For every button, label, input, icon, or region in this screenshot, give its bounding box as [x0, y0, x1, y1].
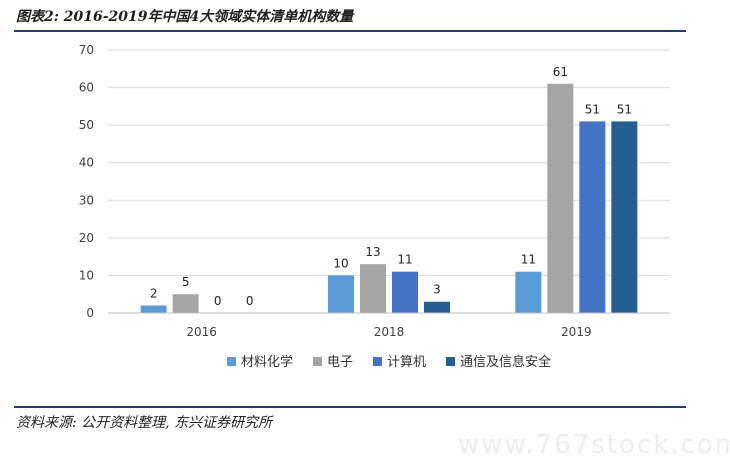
- data-label: 3: [433, 283, 441, 297]
- bottom-divider: [14, 406, 686, 408]
- legend-label: 电子: [327, 355, 353, 370]
- data-label: 11: [521, 253, 536, 267]
- y-axis: 0 10 20 30 40 50 60 70: [79, 43, 94, 320]
- data-labels: 2 5 0 0 10 13 11 3 11 61 51 51: [150, 65, 632, 308]
- bar: [392, 271, 418, 313]
- y-tick-label: 10: [79, 268, 94, 282]
- bar: [140, 305, 167, 313]
- y-tick-label: 20: [79, 231, 94, 245]
- bar: [547, 83, 574, 313]
- legend-swatch: [313, 357, 322, 366]
- legend-label: 计算机: [387, 355, 426, 370]
- data-label: 51: [585, 102, 600, 116]
- y-tick-label: 60: [79, 81, 94, 95]
- data-label: 51: [617, 102, 632, 116]
- x-tick-label: 2018: [374, 325, 405, 339]
- data-label: 0: [246, 294, 254, 308]
- bar: [611, 121, 638, 313]
- bar: [360, 264, 386, 313]
- y-tick-label: 40: [79, 156, 94, 170]
- legend-swatch: [373, 357, 382, 366]
- legend-swatch: [446, 357, 455, 366]
- top-divider: [14, 30, 686, 32]
- data-label: 10: [333, 256, 348, 270]
- x-tick-label: 2019: [561, 325, 592, 339]
- y-tick-label: 0: [86, 306, 94, 320]
- data-label: 0: [214, 294, 222, 308]
- data-label: 11: [397, 253, 412, 267]
- legend-label: 材料化学: [241, 354, 293, 370]
- source-note: 资料来源: 公开资料整理, 东兴证券研究所: [16, 415, 273, 431]
- bar: [172, 294, 199, 313]
- bar: [424, 301, 450, 313]
- bar: [515, 271, 542, 313]
- y-tick-label: 50: [79, 118, 94, 132]
- data-label: 5: [182, 275, 190, 289]
- data-label: 2: [150, 286, 158, 300]
- data-label: 13: [365, 245, 380, 259]
- x-tick-label: 2016: [186, 325, 217, 339]
- y-tick-label: 70: [79, 43, 94, 57]
- bar: [328, 275, 354, 313]
- y-tick-label: 30: [79, 193, 94, 207]
- chart-title: 图表2: 2016-2019年中国4大领域实体清单机构数量: [16, 9, 354, 25]
- data-label: 61: [553, 65, 568, 79]
- legend-label: 通信及信息安全: [460, 354, 551, 370]
- x-axis: 2016 2018 2019: [108, 312, 670, 339]
- bar: [579, 121, 606, 313]
- bars: [140, 83, 638, 313]
- legend: 材料化学 电子 计算机 通信及信息安全: [227, 354, 551, 370]
- gridlines: [108, 49, 670, 276]
- legend-swatch: [227, 357, 236, 366]
- watermark: www.767stock.com: [458, 430, 730, 460]
